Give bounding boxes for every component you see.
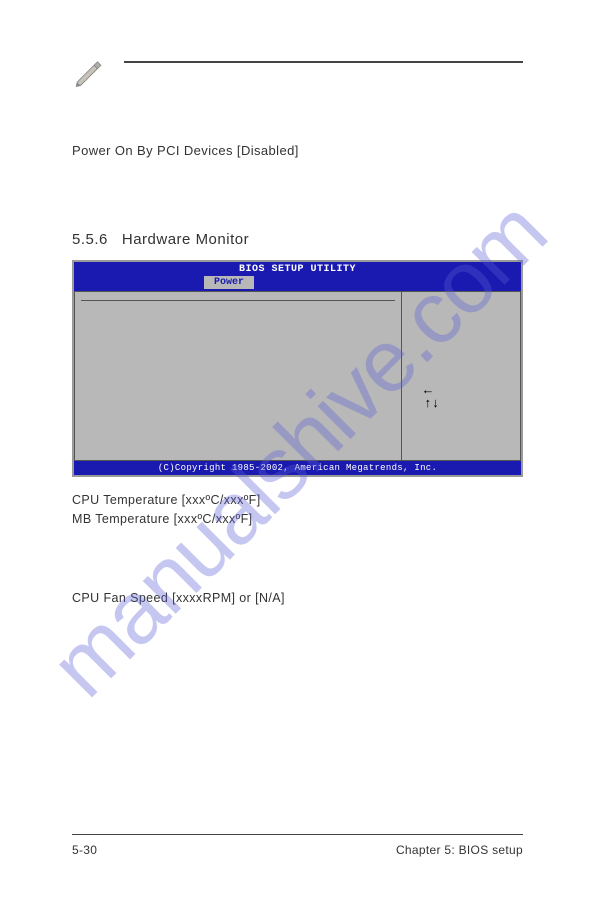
page-content: Power On By PCI Devices [Disabled] 5.5.6… xyxy=(0,0,595,607)
page-footer: 5-30 Chapter 5: BIOS setup xyxy=(72,834,523,857)
power-on-setting: Power On By PCI Devices [Disabled] xyxy=(72,143,523,158)
bios-body: ← ↑↓ xyxy=(74,291,521,461)
section-heading: 5.5.6 Hardware Monitor xyxy=(72,231,523,248)
note-block xyxy=(72,55,523,133)
section-number: 5.5.6 xyxy=(72,231,108,248)
page-number: 5-30 xyxy=(72,843,97,857)
bios-tab-power: Power xyxy=(204,276,254,289)
chapter-label: Chapter 5: BIOS setup xyxy=(396,843,523,857)
nav-arrows-icon: ← ↑↓ xyxy=(424,384,440,410)
cpu-fan-line: CPU Fan Speed [xxxxRPM] or [N/A] xyxy=(72,589,523,608)
section-title: Hardware Monitor xyxy=(122,231,249,248)
bios-tab-row: Power xyxy=(74,276,521,291)
bios-right-panel: ← ↑↓ xyxy=(401,291,521,461)
pencil-icon xyxy=(72,55,106,89)
note-rule-bottom xyxy=(124,62,523,63)
bios-title: BIOS SETUP UTILITY xyxy=(74,262,521,276)
note-rules xyxy=(124,55,523,133)
bios-copyright: (C)Copyright 1985-2002, American Megatre… xyxy=(74,461,521,475)
mb-temp-line: MB Temperature [xxxºC/xxxºF] xyxy=(72,510,523,529)
bios-left-panel xyxy=(74,291,401,461)
bios-setup-screenshot: BIOS SETUP UTILITY Power ← ↑↓ (C)Copyrig… xyxy=(72,260,523,477)
cpu-temp-line: CPU Temperature [xxxºC/xxxºF] xyxy=(72,491,523,510)
